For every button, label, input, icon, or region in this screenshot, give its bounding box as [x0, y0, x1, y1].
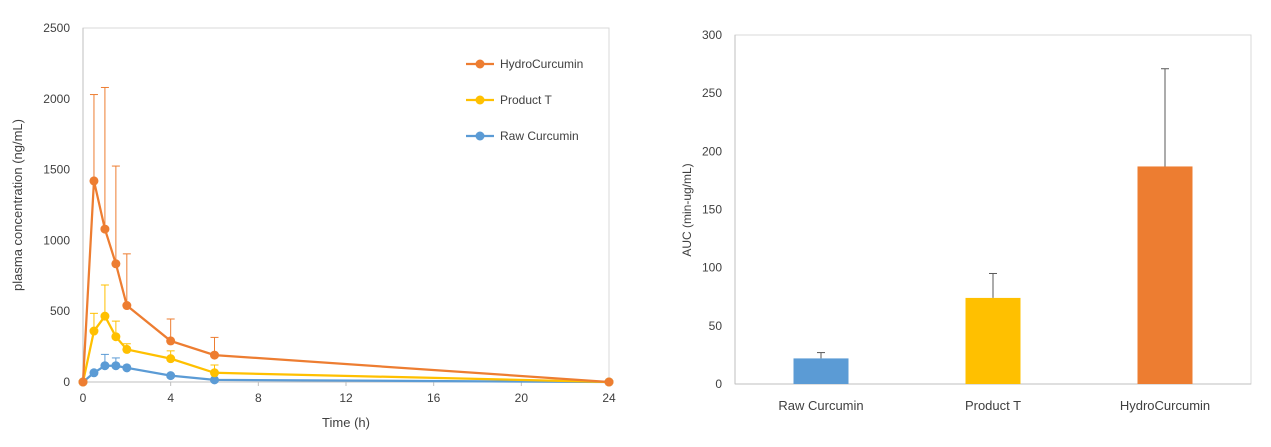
line-y-tick-label: 0 [63, 375, 70, 389]
data-point [122, 344, 132, 354]
line-chart: 0 500 1000 1500 2000 2500 0 4 8 12 16 20 24 HydroCu… [10, 21, 616, 430]
line-y-tick-label: 2000 [43, 92, 70, 106]
line-y-ticks: 0 500 1000 1500 2000 2500 [43, 21, 70, 389]
bar-y-tick-label: 50 [709, 319, 723, 333]
series-product-t [78, 284, 614, 387]
data-point [166, 371, 176, 381]
data-point [166, 336, 176, 346]
legend-label: Product T [500, 93, 552, 107]
bar-y-tick-label: 250 [702, 86, 722, 100]
data-point [89, 176, 99, 186]
data-point [89, 326, 99, 336]
bar-y-tick-label: 200 [702, 144, 722, 158]
data-point [100, 311, 110, 321]
line-y-tick-label: 500 [50, 304, 70, 318]
series-line [81, 314, 610, 384]
line-x-tick-label: 8 [255, 391, 262, 405]
legend-marker [475, 131, 485, 141]
bar-category-label: HydroCurcumin [1120, 398, 1210, 413]
line-x-axis-title: Time (h) [322, 415, 370, 430]
data-point [89, 368, 99, 378]
bar [793, 358, 849, 384]
data-point [210, 375, 219, 385]
legend-marker [475, 95, 485, 105]
line-x-tick-label: 24 [602, 391, 616, 405]
bar-y-tick-label: 300 [702, 28, 722, 42]
legend-marker [475, 59, 485, 69]
legend-label: HydroCurcumin [500, 57, 583, 71]
line-x-tick-label: 20 [515, 391, 529, 405]
bar-y-tick-label: 150 [702, 203, 722, 217]
data-point [78, 377, 88, 387]
line-x-tick-label: 16 [427, 391, 441, 405]
line-y-tick-label: 2500 [43, 21, 70, 35]
line-legend: HydroCurcumin Product T Raw Curcumin [466, 57, 583, 143]
bar [1137, 166, 1193, 384]
line-x-tick-label: 4 [167, 391, 174, 405]
data-point [122, 301, 132, 311]
line-y-tick-label: 1000 [43, 233, 70, 247]
series-hydrocurcumin [78, 86, 614, 387]
data-point [210, 350, 219, 360]
bar-category-label: Raw Curcumin [778, 398, 863, 413]
line-series-group [78, 86, 614, 387]
line-y-axis-title: plasma concentration (ng/mL) [10, 119, 25, 291]
series-raw-curcumin [78, 353, 614, 387]
series-line [81, 180, 610, 384]
bar-x-labels: Raw Curcumin Product T HydroCurcumin [778, 398, 1210, 413]
bar-y-tick-label: 0 [715, 377, 722, 391]
data-point [604, 377, 614, 387]
data-point [111, 361, 121, 371]
line-x-tick-label: 0 [80, 391, 87, 405]
data-point [100, 224, 110, 234]
data-point [122, 363, 132, 373]
line-plot-border [82, 27, 610, 383]
bar [965, 297, 1021, 384]
bar-y-axis-title: AUC (min-ug/mL) [680, 163, 694, 256]
data-point [210, 368, 219, 378]
bar-y-tick-label: 100 [702, 261, 722, 275]
bar-group [793, 68, 1193, 384]
bar-y-ticks: 0 50 100 150 200 250 300 [702, 28, 722, 391]
bar-chart: 0 50 100 150 200 250 300 Raw Curcumin Product T… [680, 28, 1252, 413]
line-y-tick-label: 1500 [43, 163, 70, 177]
bar-category-label: Product T [965, 398, 1021, 413]
line-x-tick-label: 12 [339, 391, 353, 405]
data-point [111, 332, 121, 342]
data-point [166, 354, 176, 364]
data-point [111, 259, 121, 269]
line-x-ticks: 0 4 8 12 16 20 24 [80, 382, 616, 405]
legend-label: Raw Curcumin [500, 129, 579, 143]
data-point [100, 361, 110, 371]
